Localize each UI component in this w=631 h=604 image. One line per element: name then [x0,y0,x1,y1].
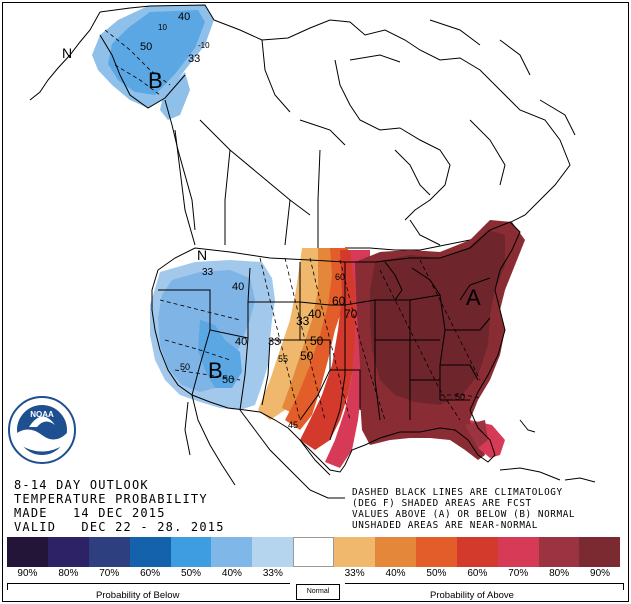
legend-percent-label: 50% [181,568,202,579]
west-below-marker: B [208,358,223,383]
legend-swatch [170,537,212,567]
central-contour-label: 45 [288,420,298,430]
legend-percent-label: 80% [549,568,570,579]
legend-percent-label: 70% [99,568,120,579]
alaska-contour-label: 50 [140,41,152,53]
central-contour-label: 55 [278,354,288,364]
legend-swatch [252,537,294,567]
central-contour-label: 50 [300,349,314,363]
central-contour-label: 60 [335,272,345,282]
west-contour-label: 40 [235,336,247,348]
valid-dates: VALID DEC 22 - 28. 2015 [14,520,225,534]
alaska-contour-label: -10 [198,41,210,50]
alaska-outline [29,4,215,231]
legend-percent-label: 90% [17,568,38,579]
west-below-shading [150,260,275,410]
noaa-logo: NOAA [8,396,76,464]
caribbean-outline [499,419,596,483]
below-bracket [7,583,290,590]
west-contour-label: 50 [180,362,190,372]
alaska-contour-label: 40 [178,11,190,23]
east-above-shading [258,220,525,468]
above-caption: Probability of Above [430,590,514,601]
legend-swatch [375,537,416,567]
legend-swatch [7,537,48,567]
legend-percent-label: 40% [221,568,242,579]
noaa-logo-text: NOAA [30,410,54,419]
below-caption: Probability of Below [96,590,180,601]
legend-swatch [47,537,89,567]
west-contour-label: 40 [232,281,244,293]
legend-swatch [538,537,580,567]
legend-percent-label: 60% [467,568,488,579]
legend-swatch [415,537,457,567]
legend-percent-label: 33% [262,568,283,579]
climatology-contours [104,29,481,421]
map-note-line: UNSHADED AREAS ARE NEAR-NORMAL [352,520,538,531]
legend-swatch [579,537,621,567]
alaska-below-shading [92,5,214,120]
alaska-below-marker: B [148,68,163,93]
normal-label: Normal [296,584,340,600]
legend-percent-label: 80% [58,568,79,579]
legend-swatch [293,537,335,567]
alaska-contour-label: 33 [188,53,200,65]
above-bracket [345,583,624,590]
west-contour-label: 33 [268,336,280,348]
central-contour-label: 40 [308,307,322,321]
alaska-near-normal-marker: N [62,45,72,61]
legend-swatch [334,537,376,567]
legend-percent-label: 33% [344,568,365,579]
central-contour-label: 50 [455,392,465,402]
canada-outline [174,19,576,251]
alaska-contour-label: 10 [158,23,167,32]
map-note-line: VALUES ABOVE (A) OR BELOW (B) NORMAL [352,509,576,520]
probability-legend [7,537,621,567]
legend-percent-label: 60% [140,568,161,579]
central-contour-label: 60 [332,294,346,308]
west-contour-label: 50 [222,374,234,386]
central-contour-label: 50 [310,334,324,348]
legend-swatch [211,537,253,567]
outlook-title: 8-14 DAY OUTLOOK [14,478,149,492]
east-above-marker: A [466,285,481,310]
outlook-subtitle: TEMPERATURE PROBABILITY [14,492,208,506]
legend-percent-label: 70% [508,568,529,579]
legend-swatch [497,537,539,567]
west-contour-label: 33 [202,267,214,278]
central-contour-label: 33 [296,314,310,328]
legend-percent-label: 40% [385,568,406,579]
map-note-line: (DEG F) SHADED AREAS ARE FCST [352,498,532,509]
legend-swatch [129,537,171,567]
central-contour-label: 70 [344,307,358,321]
legend-percent-label: 50% [426,568,447,579]
mexico-outline [184,394,345,499]
legend-swatch [456,537,498,567]
map-note-line: DASHED BLACK LINES ARE CLIMATOLOGY [352,487,563,498]
west-near-normal-marker: N [197,247,207,263]
made-date: MADE 14 DEC 2015 [14,506,166,520]
legend-swatch [88,537,130,567]
legend-percent-label: 90% [590,568,611,579]
